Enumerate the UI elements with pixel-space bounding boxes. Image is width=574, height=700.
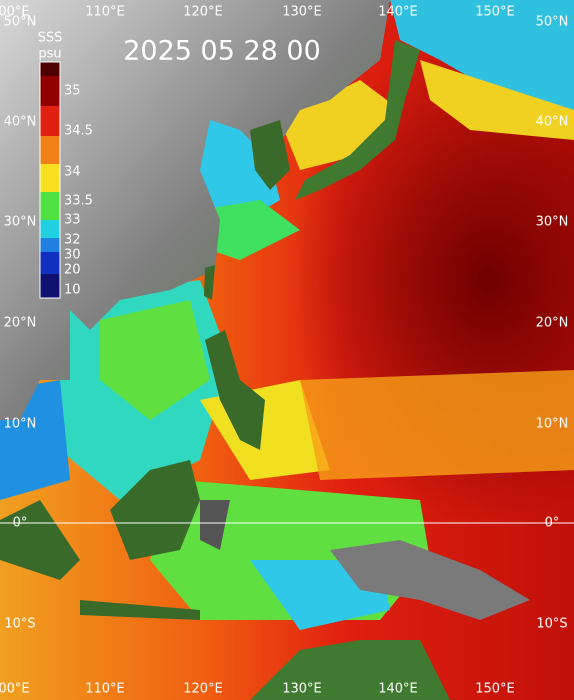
colorbar-tick-label: 33.5 [64, 194, 93, 209]
land-asia [0, 0, 390, 420]
lon-label-bottom: 130°E [282, 682, 322, 697]
land-japan [295, 40, 420, 200]
lon-label-top: 150°E [475, 5, 515, 20]
colorbar-label: SSS [38, 31, 63, 46]
land-australia [250, 640, 450, 700]
colorbar-tick-label: 30 [64, 248, 81, 263]
lat-label-right: 50°N [536, 15, 569, 30]
lat-label-right: 20°N [536, 316, 569, 331]
lat-label-right: 0° [545, 516, 560, 531]
colorbar-tick-label: 32 [64, 233, 81, 248]
lat-label-left: 0° [13, 516, 28, 531]
land-new-guinea [330, 540, 530, 620]
colorbar-tick-label: 34 [64, 165, 81, 180]
lat-label-right: 10°N [536, 417, 569, 432]
lat-label-left: 20°N [4, 316, 37, 331]
lat-label-left: 50°N [4, 15, 37, 30]
lon-label-bottom: 150°E [475, 682, 515, 697]
lon-label-bottom: 00°E [0, 682, 30, 697]
colorbar-unit: psu [38, 47, 61, 62]
lon-label-bottom: 120°E [183, 682, 223, 697]
colorbar-tick-label: 34.5 [64, 124, 93, 139]
lon-label-bottom: 110°E [85, 682, 125, 697]
lat-label-left: 30°N [4, 215, 37, 230]
lat-label-left: 40°N [4, 115, 37, 130]
colorbar-tick-label: 20 [64, 263, 81, 278]
lat-label-right: 40°N [536, 115, 569, 130]
lon-label-top: 00°E [0, 5, 30, 20]
colorbar [39, 61, 61, 299]
lon-label-top: 140°E [378, 5, 418, 20]
lon-label-top: 120°E [183, 5, 223, 20]
lon-label-bottom: 140°E [378, 682, 418, 697]
lat-label-right: 30°N [536, 215, 569, 230]
lat-label-left: 10°S [4, 617, 35, 632]
lat-label-left: 10°N [4, 417, 37, 432]
land-philippines [205, 330, 265, 450]
lon-label-top: 110°E [85, 5, 125, 20]
land-borneo [110, 460, 200, 560]
colorbar-tick-label: 10 [64, 283, 81, 298]
colorbar-tick-label: 33 [64, 213, 81, 228]
title: 2025 05 28 00 [123, 36, 321, 67]
lat-label-right: 10°S [536, 617, 567, 632]
lon-label-top: 130°E [282, 5, 322, 20]
colorbar-tick-label: 35 [64, 84, 81, 99]
